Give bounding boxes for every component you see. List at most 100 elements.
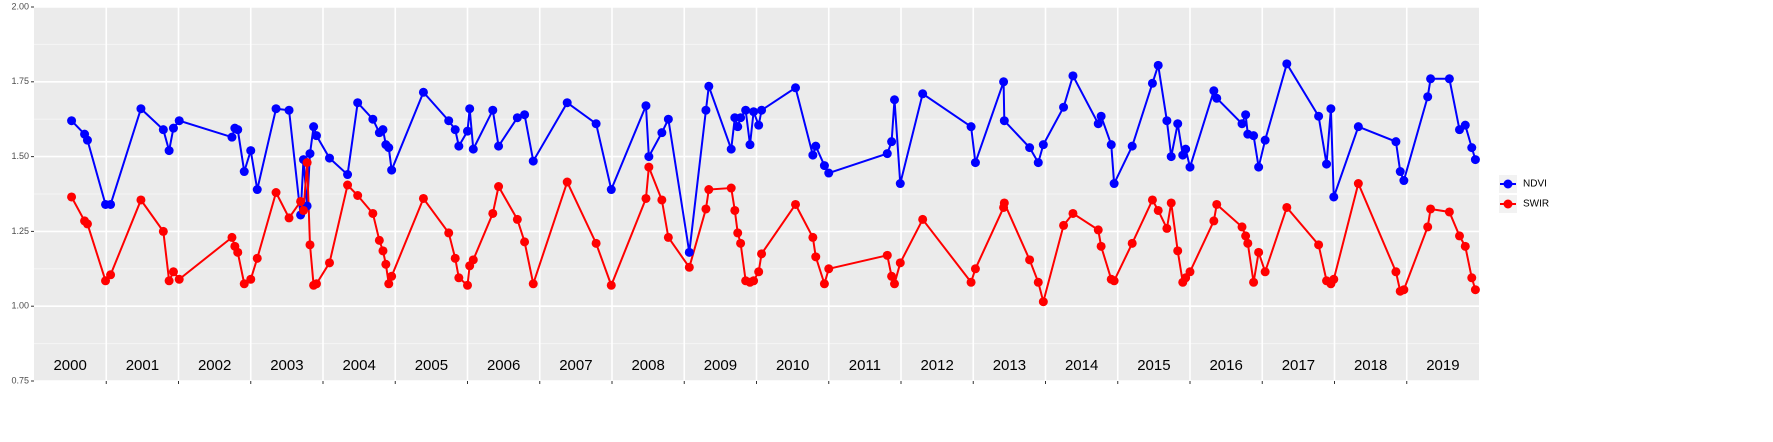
data-point [819, 161, 829, 171]
data-point [444, 228, 454, 238]
year-label: 2017 [1282, 357, 1315, 374]
data-point [562, 98, 572, 108]
data-point [1249, 277, 1259, 287]
data-point [239, 167, 249, 177]
data-point [1025, 255, 1035, 265]
data-point [368, 114, 378, 124]
data-point [811, 141, 821, 151]
year-label: 2011 [849, 357, 881, 374]
year-label: 2012 [920, 357, 953, 374]
data-point [1162, 223, 1172, 233]
data-point [918, 214, 928, 224]
data-point [591, 119, 601, 129]
data-point [1093, 119, 1103, 129]
data-point [488, 208, 498, 218]
data-point [701, 105, 711, 115]
data-point [1395, 167, 1405, 177]
year-label: 2005 [415, 357, 448, 374]
data-point [736, 113, 746, 123]
data-point [749, 276, 759, 286]
data-point [368, 208, 378, 218]
data-point [726, 144, 736, 154]
year-label: 2019 [1426, 357, 1459, 374]
data-point [1033, 158, 1043, 168]
data-point [754, 267, 764, 277]
data-point [733, 122, 743, 132]
data-point [168, 123, 178, 133]
data-point [343, 180, 353, 190]
data-point [233, 247, 243, 257]
data-point [67, 116, 77, 126]
data-point [757, 249, 767, 259]
data-point [1423, 222, 1433, 232]
data-point [1185, 162, 1195, 172]
data-point [887, 137, 897, 147]
data-point [136, 195, 146, 205]
data-point [378, 246, 388, 256]
data-point [1314, 240, 1324, 250]
data-point [663, 232, 673, 242]
data-point [468, 144, 478, 154]
data-point [741, 105, 751, 115]
data-point [999, 77, 1009, 87]
year-label: 2009 [704, 357, 737, 374]
data-point [353, 98, 363, 108]
data-point [1444, 74, 1454, 84]
data-point [1391, 137, 1401, 147]
data-point [1254, 162, 1264, 172]
data-point [1329, 192, 1339, 202]
data-point [1127, 238, 1137, 248]
year-label: 2018 [1354, 357, 1387, 374]
data-point [1209, 216, 1219, 226]
data-point [1243, 238, 1253, 248]
data-point [895, 258, 905, 268]
data-point [889, 279, 899, 289]
data-point [1173, 119, 1183, 129]
data-point [158, 226, 168, 236]
data-point [1068, 71, 1078, 81]
data-point [1254, 247, 1264, 257]
data-point [562, 177, 572, 187]
data-point [296, 196, 306, 206]
data-point [168, 267, 178, 277]
data-point [641, 193, 651, 203]
data-point [1426, 74, 1436, 84]
data-point [298, 205, 308, 215]
data-point [644, 152, 654, 162]
data-point [418, 87, 428, 97]
data-point [1059, 102, 1069, 112]
data-point [1353, 122, 1363, 132]
data-point [701, 204, 711, 214]
data-point [465, 104, 475, 114]
data-point [271, 104, 281, 114]
data-point [889, 95, 899, 105]
data-point [82, 219, 92, 229]
data-point [246, 146, 256, 156]
data-point [824, 264, 834, 274]
data-point [970, 264, 980, 274]
data-point [1260, 135, 1270, 145]
y-tick-label: 2.00 [11, 1, 29, 11]
data-point [1237, 222, 1247, 232]
data-point [494, 182, 504, 192]
data-point [1423, 92, 1433, 102]
data-point [1166, 152, 1176, 162]
data-point [164, 146, 174, 156]
data-point [1166, 198, 1176, 208]
data-point [1147, 195, 1157, 205]
data-point [1399, 176, 1409, 186]
data-point [450, 253, 460, 263]
data-point [1314, 111, 1324, 121]
data-point [1173, 246, 1183, 256]
data-point [966, 277, 976, 287]
data-point [1241, 110, 1251, 120]
data-point [1460, 120, 1470, 130]
data-point [454, 141, 464, 151]
data-point [1068, 208, 1078, 218]
data-point [1241, 231, 1251, 241]
data-point [239, 279, 249, 289]
data-point [1109, 276, 1119, 286]
data-point [454, 273, 464, 283]
data-point [252, 253, 262, 263]
data-point [606, 185, 616, 195]
